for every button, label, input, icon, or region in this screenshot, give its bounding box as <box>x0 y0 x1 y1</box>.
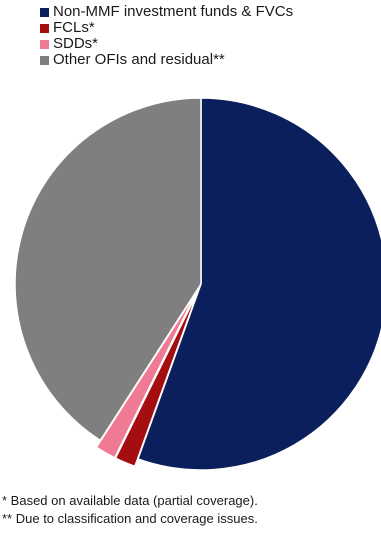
pie-chart <box>0 0 381 485</box>
footnote-partial-coverage: * Based on available data (partial cover… <box>2 492 258 510</box>
footnote-classification: ** Due to classification and coverage is… <box>2 510 258 528</box>
footnotes: * Based on available data (partial cover… <box>2 492 258 528</box>
